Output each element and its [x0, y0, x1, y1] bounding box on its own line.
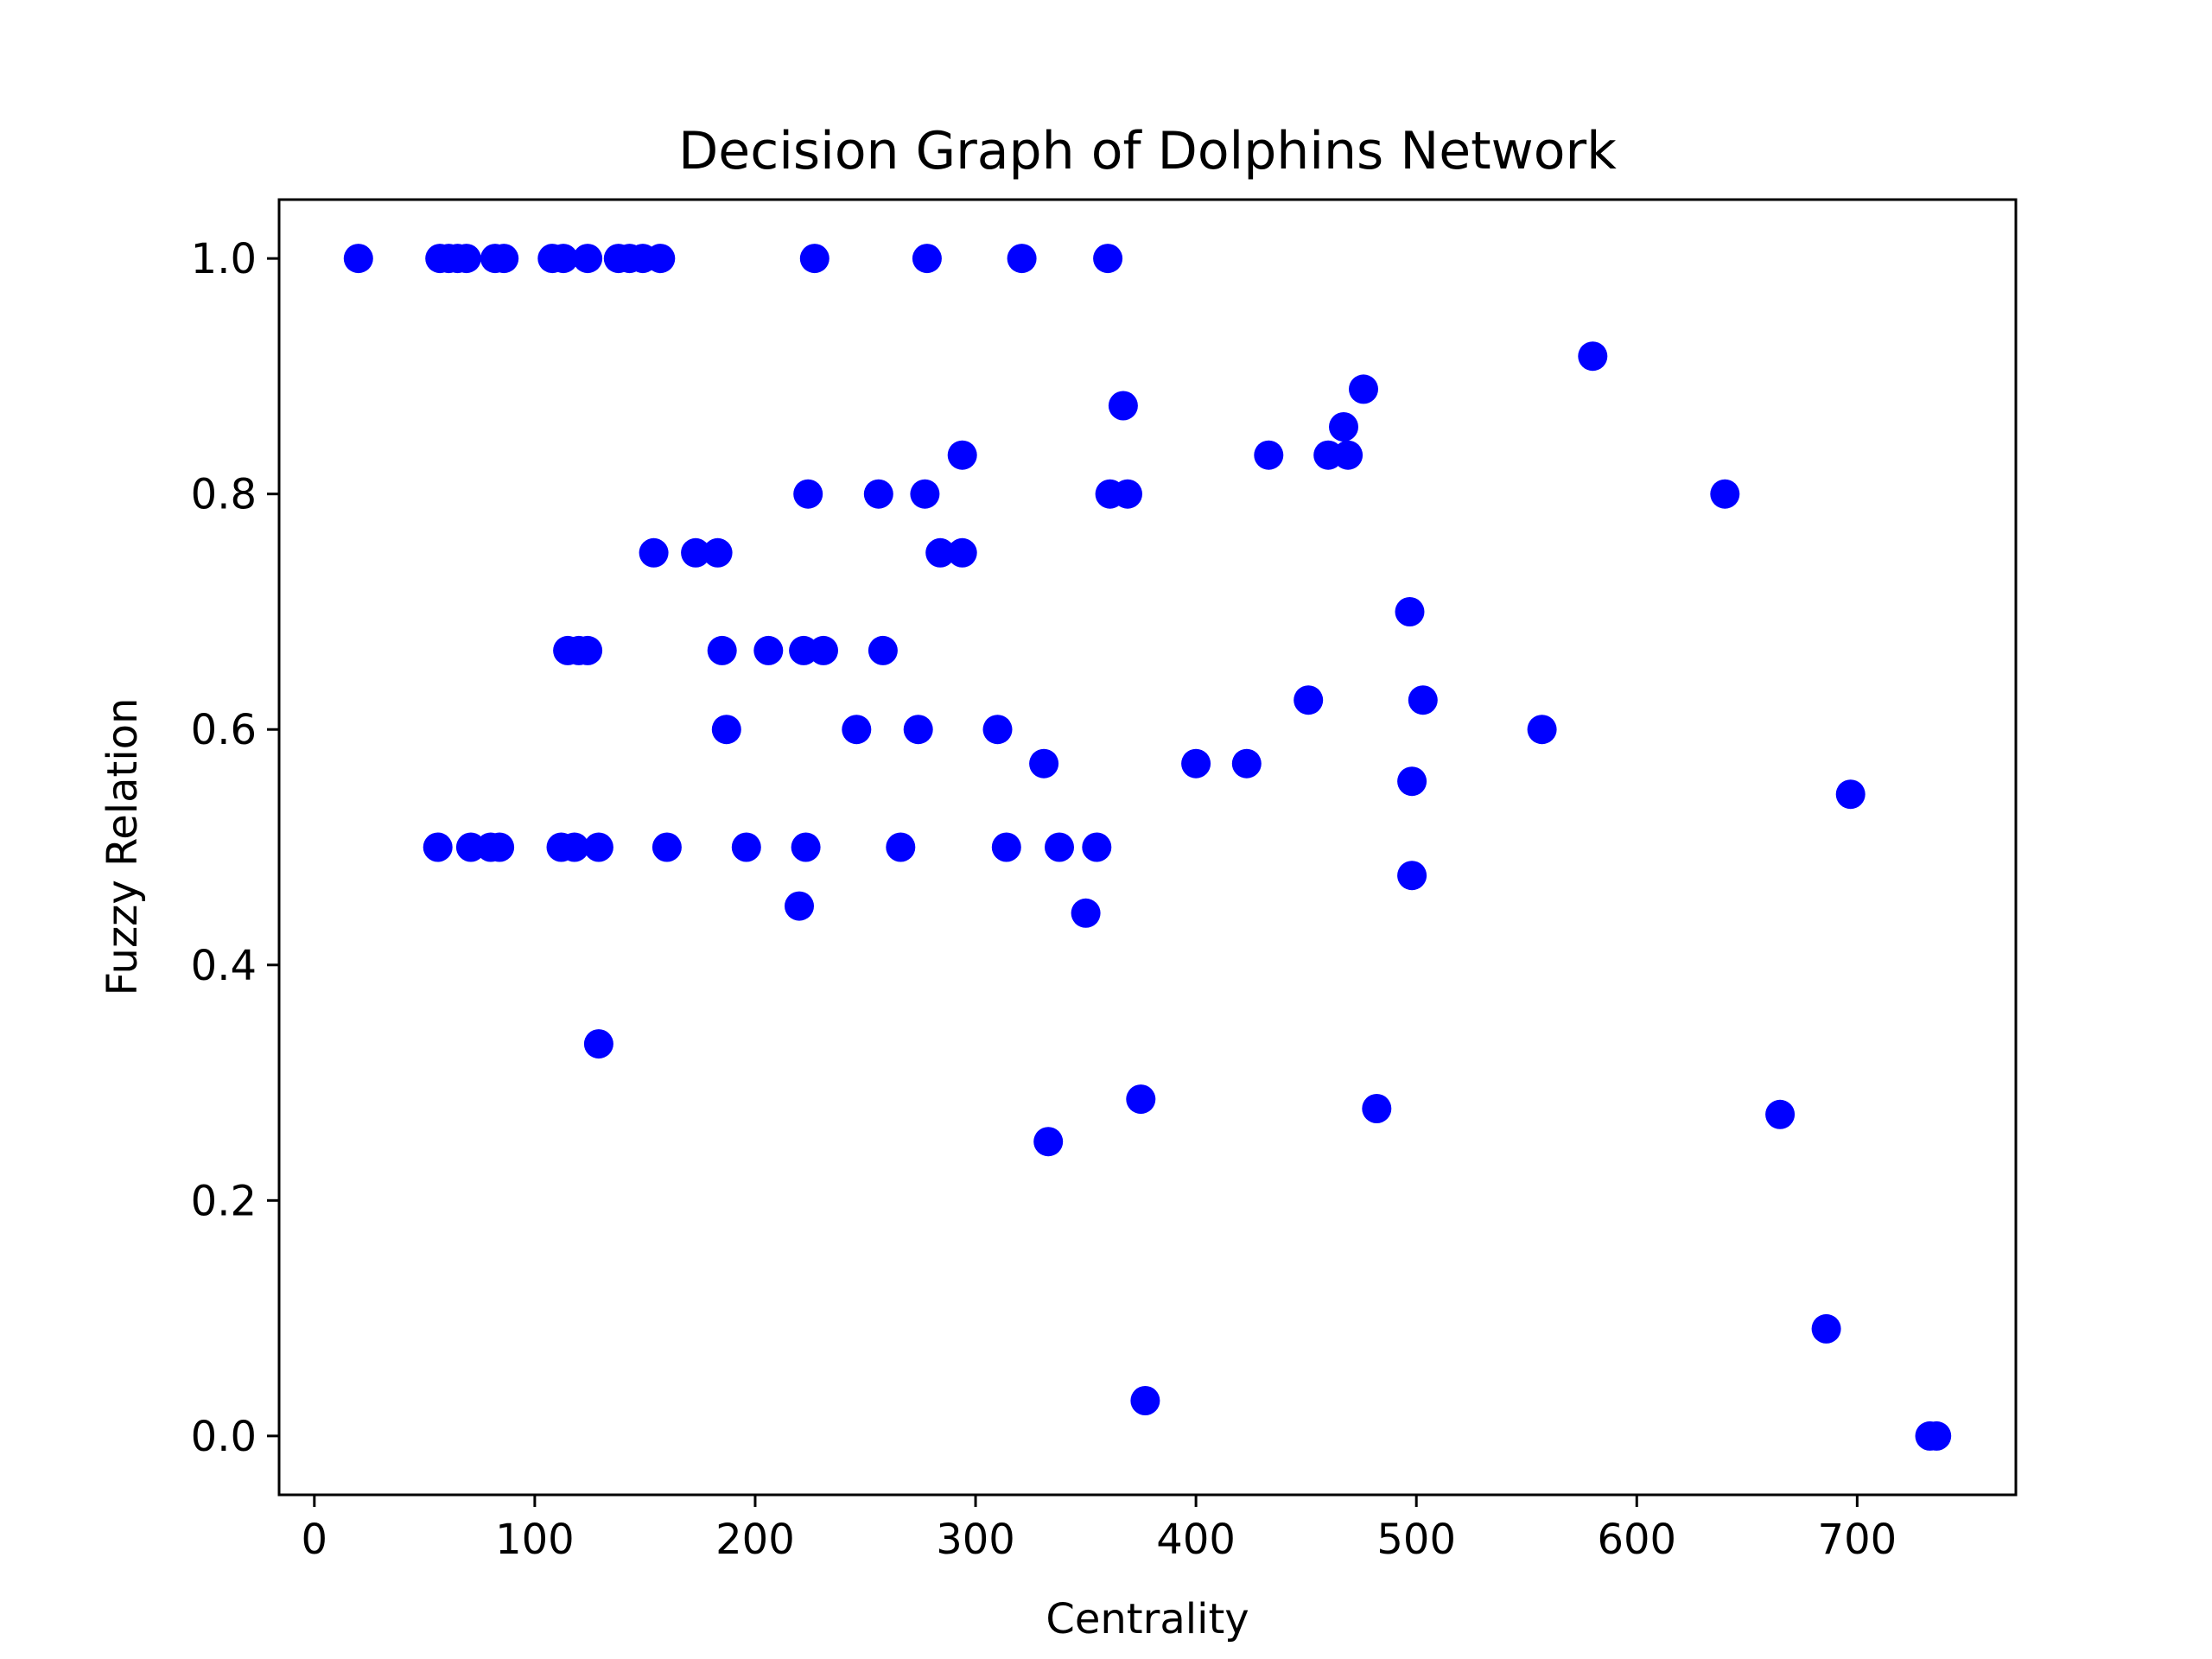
data-point: [925, 537, 956, 568]
data-point: [1254, 440, 1284, 470]
data-points: [343, 244, 1952, 1451]
data-point: [1395, 597, 1425, 626]
y-tick-label: 1.0: [191, 235, 257, 283]
data-point: [1397, 766, 1427, 797]
x-axis-label: Centrality: [1046, 1595, 1249, 1643]
data-point: [573, 244, 603, 274]
data-point: [652, 832, 682, 862]
data-point: [791, 832, 821, 862]
data-point: [1349, 374, 1378, 404]
data-point: [842, 715, 872, 745]
data-point: [639, 537, 669, 568]
data-point: [863, 479, 893, 509]
data-point: [785, 891, 814, 921]
data-point: [1710, 479, 1740, 509]
data-point: [1113, 479, 1142, 509]
x-tick-label: 300: [936, 1516, 1015, 1564]
data-point: [982, 715, 1013, 745]
data-point: [583, 832, 613, 862]
x-tick-label: 200: [715, 1516, 795, 1564]
data-point: [1082, 832, 1112, 862]
data-point: [1045, 832, 1074, 862]
data-point: [793, 479, 823, 509]
x-tick-label: 600: [1597, 1516, 1676, 1564]
data-point: [1071, 898, 1101, 928]
data-point: [1922, 1421, 1952, 1451]
data-point: [1329, 412, 1358, 442]
data-point: [573, 635, 603, 665]
data-point: [451, 244, 481, 274]
data-point: [1033, 1127, 1064, 1157]
data-point: [1397, 861, 1427, 891]
data-point: [886, 832, 916, 862]
data-point: [711, 715, 741, 745]
data-point: [1408, 685, 1438, 715]
data-point: [753, 635, 784, 665]
data-point: [903, 715, 933, 745]
y-tick-label: 0.4: [191, 942, 257, 990]
data-point: [910, 479, 940, 509]
data-point: [1835, 779, 1866, 810]
y-tick-label: 0.6: [191, 706, 257, 754]
data-point: [1181, 748, 1211, 779]
y-axis-ticks: 0.0 0.2 0.4 0.6 0.8 1.0: [191, 235, 279, 1461]
x-axis-ticks: 0 100 200 300 400 500 600 700: [302, 1495, 1897, 1564]
y-tick-label: 0.0: [191, 1413, 257, 1461]
x-tick-label: 700: [1818, 1516, 1897, 1564]
chart-title: Decision Graph of Dolphins Network: [678, 121, 1617, 181]
data-point: [1007, 244, 1037, 274]
data-point: [947, 537, 977, 568]
data-point: [1231, 748, 1262, 779]
data-point: [1093, 244, 1123, 274]
data-point: [1578, 341, 1608, 372]
data-point: [868, 635, 898, 665]
x-tick-label: 400: [1156, 1516, 1236, 1564]
data-point: [681, 537, 711, 568]
plot-area-frame: [277, 198, 2018, 1497]
y-axis-label: Fuzzy Relation: [99, 698, 147, 996]
data-point: [947, 440, 977, 470]
data-point: [1108, 391, 1138, 421]
data-point: [343, 244, 373, 274]
data-point: [583, 1029, 613, 1059]
data-point: [1527, 715, 1557, 745]
data-point: [549, 244, 578, 274]
data-point: [1029, 748, 1059, 779]
data-point: [1362, 1094, 1392, 1123]
data-point: [731, 832, 761, 862]
data-point: [799, 244, 830, 274]
data-point: [559, 832, 589, 862]
data-point: [809, 635, 838, 665]
data-point: [1811, 1313, 1841, 1344]
data-point: [1765, 1099, 1796, 1129]
data-point: [1126, 1084, 1156, 1115]
y-tick-label: 0.8: [191, 471, 257, 519]
data-point: [423, 832, 453, 862]
data-point: [489, 244, 519, 274]
data-point: [1333, 440, 1363, 470]
data-point: [707, 635, 737, 665]
y-tick-label: 0.2: [191, 1177, 257, 1225]
data-point: [1130, 1386, 1160, 1415]
data-point: [912, 244, 942, 274]
x-tick-label: 100: [495, 1516, 575, 1564]
data-point: [485, 832, 515, 862]
data-point: [991, 832, 1021, 862]
data-point: [1294, 685, 1324, 715]
x-tick-label: 500: [1376, 1516, 1456, 1564]
x-tick-label: 0: [302, 1516, 328, 1564]
data-point: [645, 244, 676, 274]
data-point: [702, 537, 733, 568]
